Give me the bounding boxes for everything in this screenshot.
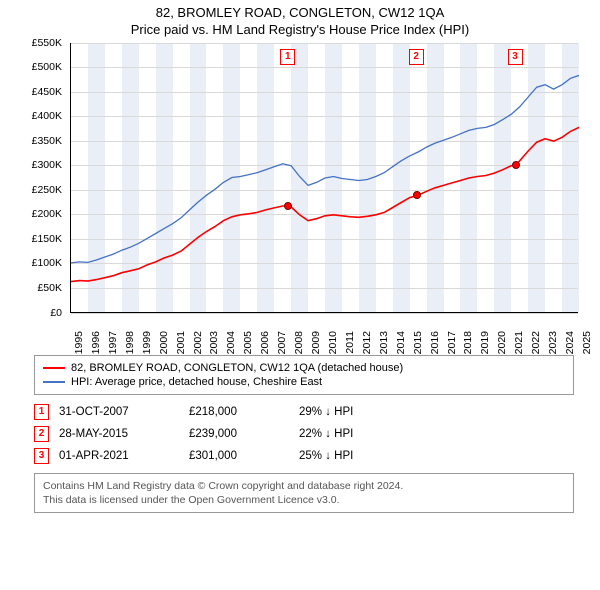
x-tick-label: 2003 <box>208 331 220 359</box>
sale-marker-box: 2 <box>409 49 424 65</box>
y-tick-label: £350K <box>32 135 62 147</box>
legend-label: 82, BROMLEY ROAD, CONGLETON, CW12 1QA (d… <box>71 362 403 374</box>
sale-marker-dot <box>413 191 421 199</box>
series-property <box>71 127 579 281</box>
sale-date: 01-APR-2021 <box>59 450 179 462</box>
license-footnote: Contains HM Land Registry data © Crown c… <box>34 473 574 513</box>
legend-row: 82, BROMLEY ROAD, CONGLETON, CW12 1QA (d… <box>43 361 565 375</box>
sale-price: £218,000 <box>189 406 289 418</box>
x-tick-label: 1995 <box>73 331 85 359</box>
x-tick-label: 2000 <box>158 331 170 359</box>
x-tick-label: 2025 <box>581 331 593 359</box>
y-tick-label: £300K <box>32 159 62 171</box>
x-tick-label: 2019 <box>479 331 491 359</box>
x-tick-label: 2002 <box>192 331 204 359</box>
x-tick-label: 2022 <box>530 331 542 359</box>
sale-price: £301,000 <box>189 450 289 462</box>
x-tick-label: 2004 <box>225 331 237 359</box>
x-tick-label: 2015 <box>412 331 424 359</box>
x-tick-label: 2010 <box>327 331 339 359</box>
x-tick-label: 2014 <box>395 331 407 359</box>
y-axis: £0£50K£100K£150K£200K£250K£300K£350K£400… <box>22 43 66 313</box>
y-tick-label: £50K <box>37 282 62 294</box>
y-tick-label: £250K <box>32 184 62 196</box>
x-tick-label: 1999 <box>141 331 153 359</box>
x-tick-label: 2008 <box>293 331 305 359</box>
series-svg <box>71 43 579 313</box>
y-tick-label: £500K <box>32 61 62 73</box>
sale-row: 2 28-MAY-2015 £239,000 22% ↓ HPI <box>34 423 574 445</box>
sale-vs-hpi: 29% ↓ HPI <box>299 406 409 418</box>
chart-subtitle: Price paid vs. HM Land Registry's House … <box>0 22 600 43</box>
x-tick-label: 2024 <box>564 331 576 359</box>
x-tick-label: 2016 <box>429 331 441 359</box>
sale-index: 3 <box>34 448 49 464</box>
sale-date: 28-MAY-2015 <box>59 428 179 440</box>
x-tick-label: 1998 <box>124 331 136 359</box>
sale-vs-hpi: 25% ↓ HPI <box>299 450 409 462</box>
x-tick-label: 2021 <box>513 331 525 359</box>
legend-label: HPI: Average price, detached house, Ches… <box>71 376 322 388</box>
x-tick-label: 2012 <box>361 331 373 359</box>
sale-vs-hpi: 22% ↓ HPI <box>299 428 409 440</box>
x-tick-label: 2009 <box>310 331 322 359</box>
sale-index: 2 <box>34 426 49 442</box>
sales-table: 1 31-OCT-2007 £218,000 29% ↓ HPI 2 28-MAY-201… <box>34 401 574 467</box>
sale-marker-box: 1 <box>280 49 295 65</box>
x-tick-label: 1996 <box>90 331 102 359</box>
legend-swatch <box>43 381 65 383</box>
y-tick-label: £200K <box>32 208 62 220</box>
x-tick-label: 1997 <box>107 331 119 359</box>
sale-row: 1 31-OCT-2007 £218,000 29% ↓ HPI <box>34 401 574 423</box>
y-tick-label: £450K <box>32 86 62 98</box>
sale-marker-box: 3 <box>508 49 523 65</box>
y-tick-label: £150K <box>32 233 62 245</box>
x-tick-label: 2001 <box>175 331 187 359</box>
x-axis: 1995199619971998199920002001200220032004… <box>22 317 578 353</box>
x-tick-label: 2020 <box>496 331 508 359</box>
chart-title: 82, BROMLEY ROAD, CONGLETON, CW12 1QA <box>0 0 600 22</box>
sale-date: 31-OCT-2007 <box>59 406 179 418</box>
sale-marker-dot <box>284 202 292 210</box>
x-tick-label: 2023 <box>547 331 559 359</box>
x-tick-label: 2018 <box>462 331 474 359</box>
y-tick-label: £100K <box>32 257 62 269</box>
y-tick-label: £400K <box>32 110 62 122</box>
gridline <box>71 313 578 314</box>
footnote-line: This data is licensed under the Open Gov… <box>43 493 565 507</box>
sale-price: £239,000 <box>189 428 289 440</box>
x-tick-label: 2017 <box>446 331 458 359</box>
sale-row: 3 01-APR-2021 £301,000 25% ↓ HPI <box>34 445 574 467</box>
legend-row: HPI: Average price, detached house, Ches… <box>43 375 565 389</box>
x-tick-label: 2005 <box>242 331 254 359</box>
x-tick-label: 2006 <box>259 331 271 359</box>
x-tick-label: 2011 <box>344 331 356 359</box>
plot-area: 1 2 3 <box>70 43 578 313</box>
footnote-line: Contains HM Land Registry data © Crown c… <box>43 479 565 493</box>
x-tick-label: 2007 <box>276 331 288 359</box>
x-tick-label: 2013 <box>378 331 390 359</box>
sale-index: 1 <box>34 404 49 420</box>
legend-swatch <box>43 367 65 369</box>
legend: 82, BROMLEY ROAD, CONGLETON, CW12 1QA (d… <box>34 355 574 395</box>
y-tick-label: £550K <box>32 37 62 49</box>
sale-marker-dot <box>512 161 520 169</box>
chart-area: 123£0£50K£100K£150K£200K£250K£300K£350K£… <box>22 43 578 349</box>
